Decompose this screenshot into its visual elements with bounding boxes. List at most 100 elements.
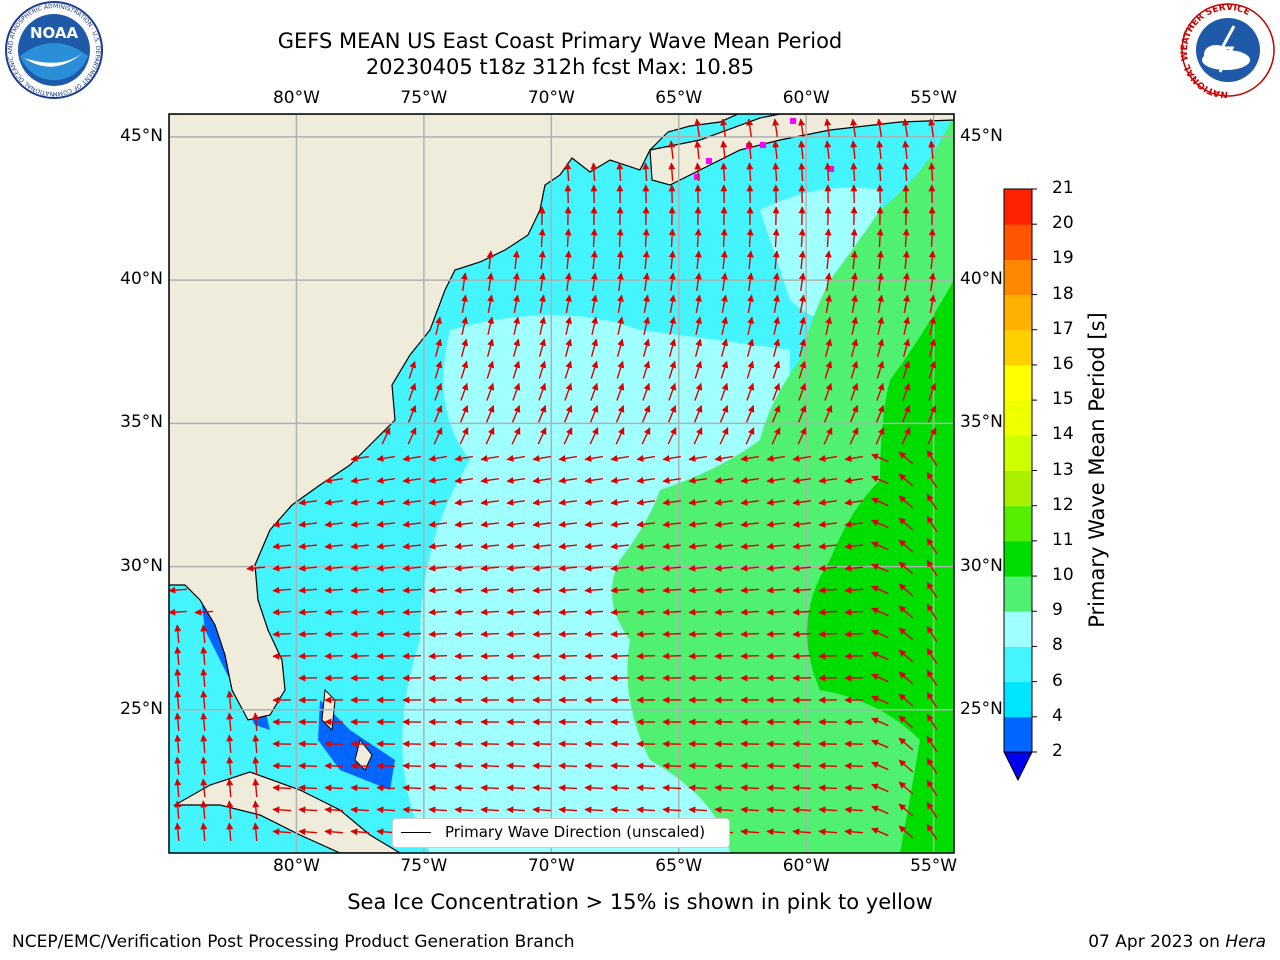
direction-arrow [928,360,937,379]
direction-arrow [636,806,656,814]
direction-arrow [480,454,499,462]
direction-arrow [590,360,599,379]
direction-arrow [766,762,786,770]
direction-arrow [688,806,708,814]
direction-arrow [844,828,864,836]
direction-arrow [513,316,521,335]
direction-arrow [876,360,885,379]
direction-arrow [402,564,422,572]
direction-arrow [898,473,914,487]
direction-arrow [876,162,884,182]
direction-arrow [824,382,833,401]
direction-arrow [402,806,422,814]
colorbar-segment [1004,576,1032,612]
direction-arrow [642,162,650,182]
direction-arrow [487,316,495,335]
direction-arrow [174,712,182,732]
direction-arrow [871,563,889,573]
direction-arrow [694,118,702,138]
direction-arrow [766,806,786,814]
direction-arrow [174,624,182,644]
direction-arrow [252,822,260,842]
direction-arrow [402,520,422,528]
direction-arrow [532,564,552,572]
direction-arrow [688,586,708,594]
direction-arrow [558,564,578,572]
colorbar-segment [1004,505,1032,542]
direction-arrow [200,712,208,732]
direction-arrow [928,140,936,160]
footer-host: Hera [1225,932,1266,952]
direction-arrow [532,542,552,550]
direction-arrow [798,140,806,160]
direction-arrow [824,338,833,357]
colorbar-segment [1004,681,1032,718]
direction-arrow [610,784,630,792]
direction-arrow [766,564,786,572]
colorbar-segment [1004,435,1032,471]
direction-arrow [511,427,521,445]
direction-arrow [610,762,630,770]
direction-arrow [772,140,780,160]
direction-arrow [871,541,889,551]
direction-arrow [460,272,468,292]
direction-arrow [454,784,474,792]
colorbar-tick-label: 6 [1052,670,1063,691]
direction-arrow [641,405,651,423]
direction-arrow [428,520,448,528]
direction-arrow [898,495,914,509]
lat-label: 40°N [960,269,1003,290]
direction-arrow [844,564,864,572]
direction-arrow [558,476,578,484]
noaa-logo: NATIONAL OCEANIC AND ATMOSPHERIC ADMINIS… [2,0,103,99]
direction-arrow [823,427,833,445]
direction-arrow [798,118,806,138]
direction-arrow [688,542,708,550]
direction-arrow [818,784,838,792]
direction-arrow [926,537,938,555]
direction-arrow [668,338,677,357]
direction-arrow [850,382,859,401]
direction-arrow [851,316,859,335]
direction-arrow [558,542,578,550]
lon-label: 55°W [910,856,958,876]
lon-label: 80°W [272,88,320,108]
direction-arrow [174,822,182,842]
footer-credit: NCEP/EMC/Verification Post Processing Pr… [12,932,575,952]
colorbar-tick-label: 10 [1052,565,1074,586]
direction-arrow [694,338,703,357]
direction-arrow [668,382,677,401]
direction-arrow [903,316,911,335]
direction-arrow [928,118,936,138]
direction-arrow [487,294,494,313]
direction-arrow [818,762,838,770]
direction-arrow [402,608,422,616]
direction-arrow [772,272,780,292]
direction-arrow [714,784,734,792]
direction-arrow [402,630,422,638]
direction-arrow [376,564,396,572]
direction-arrow [792,454,811,462]
direction-arrow [376,476,396,484]
direction-arrow [376,542,396,550]
direction-arrow [746,162,754,182]
direction-arrow [376,586,396,594]
direction-arrow [298,806,318,814]
direction-arrow [844,476,864,484]
direction-arrow [538,382,547,401]
direction-arrow [298,630,318,638]
direction-arrow [246,564,266,572]
direction-arrow [350,498,370,506]
direction-arrow [272,542,292,550]
direction-arrow [350,564,370,572]
direction-arrow [200,624,208,644]
direction-arrow [272,806,292,814]
direction-arrow [871,783,889,793]
direction-arrow [584,806,604,814]
direction-arrow [871,607,889,617]
direction-arrow [871,827,889,837]
direction-arrow [616,360,625,379]
direction-arrow [740,520,760,528]
direction-arrow [714,586,734,594]
direction-arrow [694,360,703,379]
